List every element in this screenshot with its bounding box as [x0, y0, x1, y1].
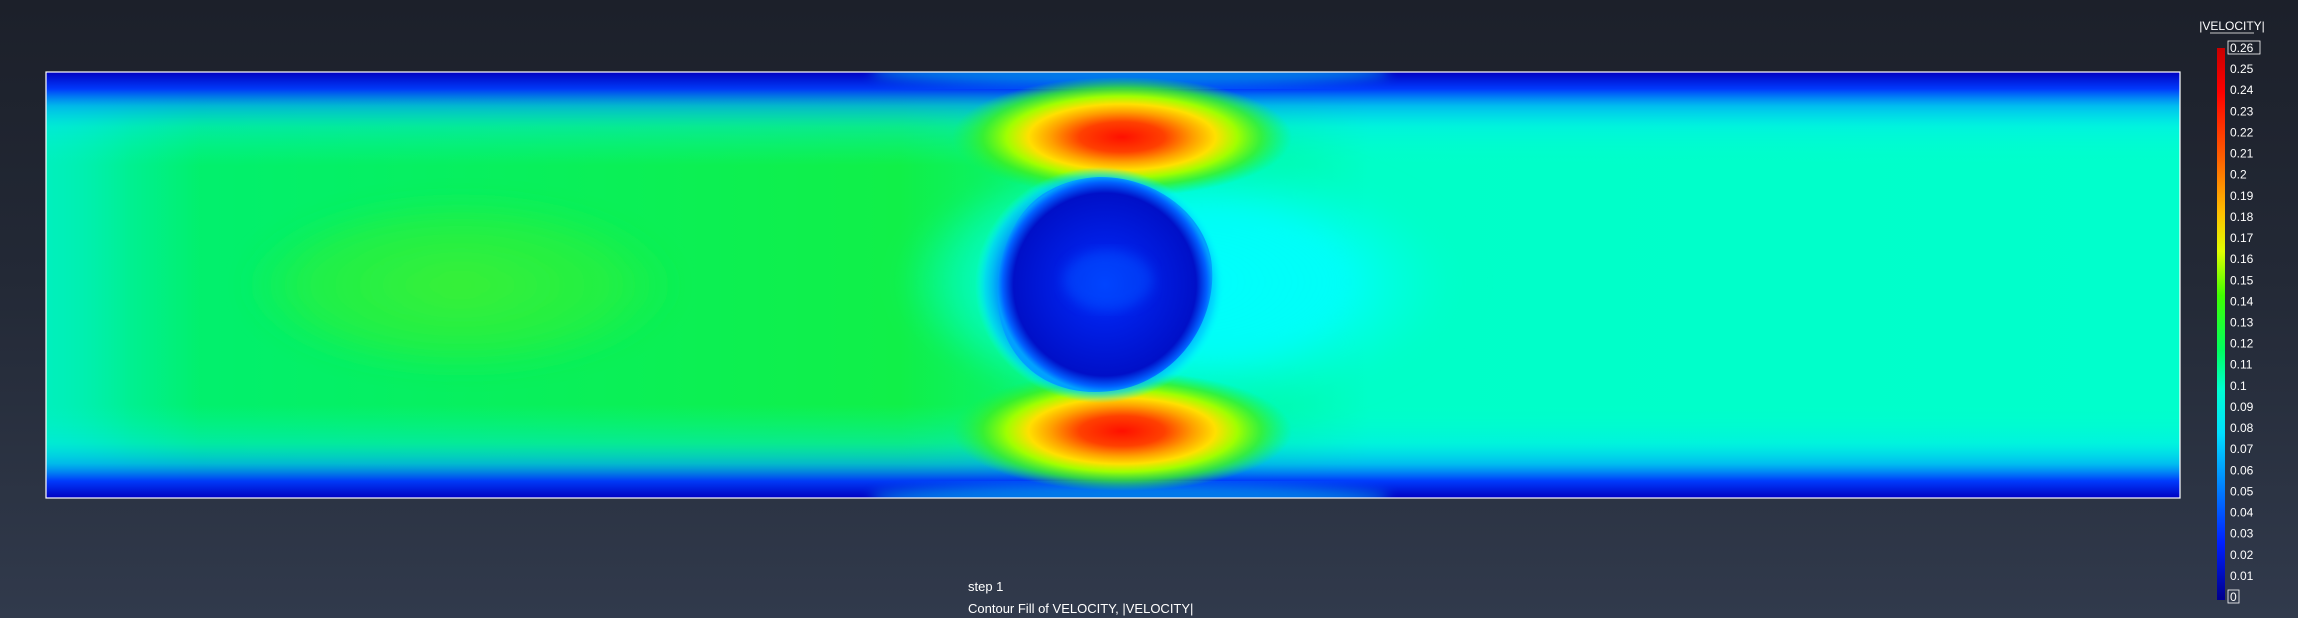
contour-description: Contour Fill of VELOCITY, |VELOCITY| — [968, 601, 1194, 616]
legend-tick-label: 0.26 — [2230, 41, 2254, 55]
lower-jet — [952, 371, 1292, 491]
legend-tick-label: 0.09 — [2230, 400, 2254, 414]
legend-tick-label: 0.25 — [2230, 62, 2254, 76]
legend-tick-label: 0.01 — [2230, 569, 2254, 583]
legend-tick-label: 0.23 — [2230, 104, 2254, 118]
legend-tick-label: 0.22 — [2230, 125, 2254, 139]
legend-tick-label: 0.11 — [2230, 358, 2253, 372]
legend-tick-label: 0.14 — [2230, 294, 2254, 308]
legend-tick-label: 0.03 — [2230, 527, 2254, 541]
upper-jet — [952, 77, 1292, 197]
legend-tick-label: 0.06 — [2230, 463, 2254, 477]
legend-tick-label: 0.21 — [2230, 147, 2254, 161]
legend-tick-label: 0.24 — [2230, 83, 2254, 97]
legend-tick-label: 0.18 — [2230, 210, 2254, 224]
legend-tick-label: 0 — [2230, 590, 2237, 604]
legend-colorbar — [2217, 48, 2225, 600]
legend-tick-label: 0.04 — [2230, 506, 2254, 520]
legend-tick-label: 0.05 — [2230, 484, 2254, 498]
legend-tick-label: 0.16 — [2230, 252, 2254, 266]
domain-border — [45, 71, 2181, 499]
legend-tick-label: 0.13 — [2230, 316, 2254, 330]
legend-tick-label: 0.1 — [2230, 379, 2247, 393]
legend-tick-label: 0.19 — [2230, 189, 2254, 203]
legend-title: |VELOCITY| — [2199, 19, 2265, 33]
step-label: step 1 — [968, 579, 1004, 594]
legend-extreme-box — [2227, 40, 2261, 55]
legend-tick-label: 0.15 — [2230, 273, 2254, 287]
legend-extreme-box — [2227, 589, 2240, 604]
legend-tick-label: 0.08 — [2230, 421, 2254, 435]
legend-ticks: 0.26 0.25 0.24 0.23 0.22 0.21 0.2 0.19 0.18 0.17 0… — [2227, 40, 2261, 604]
legend-tick-label: 0.17 — [2230, 231, 2254, 245]
legend-tick-label: 0.12 — [2230, 337, 2254, 351]
legend: |VELOCITY| 0.260.250.240.230.220.210.20.… — [2199, 19, 2265, 604]
legend-tick-label: 0.02 — [2230, 548, 2254, 562]
legend-tick-label: 0.2 — [2230, 168, 2247, 182]
legend-tick-label: 0.07 — [2230, 442, 2254, 456]
flow-domain — [45, 71, 2181, 499]
